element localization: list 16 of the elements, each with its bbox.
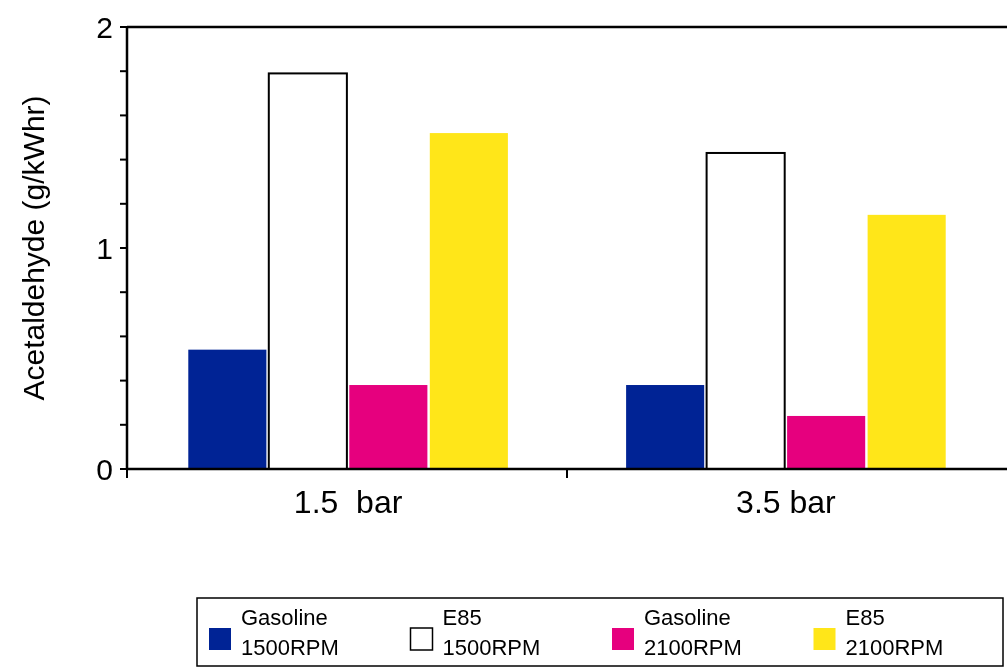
legend-label: Gasoline 1500RPM (241, 605, 339, 660)
bar (787, 415, 866, 469)
x-tick-label: 3.5 bar (736, 484, 837, 520)
bar (188, 349, 267, 469)
bar (626, 385, 705, 469)
y-axis-title: Acetaldehyde (g/kWhr) (17, 95, 50, 401)
y-tick-label: 2 (96, 10, 113, 44)
x-tick-label: 1.5 bar (293, 484, 403, 520)
bar (349, 385, 428, 469)
bar (429, 133, 508, 469)
y-tick-label: 1 (96, 231, 113, 265)
y-tick-label: 0 (96, 452, 113, 486)
legend-label: Gasoline 2100RPM (644, 605, 742, 660)
legend-label: E85 1500RPM (442, 605, 541, 660)
legend-label: E85 2100RPM (845, 605, 944, 660)
bar (867, 214, 946, 469)
